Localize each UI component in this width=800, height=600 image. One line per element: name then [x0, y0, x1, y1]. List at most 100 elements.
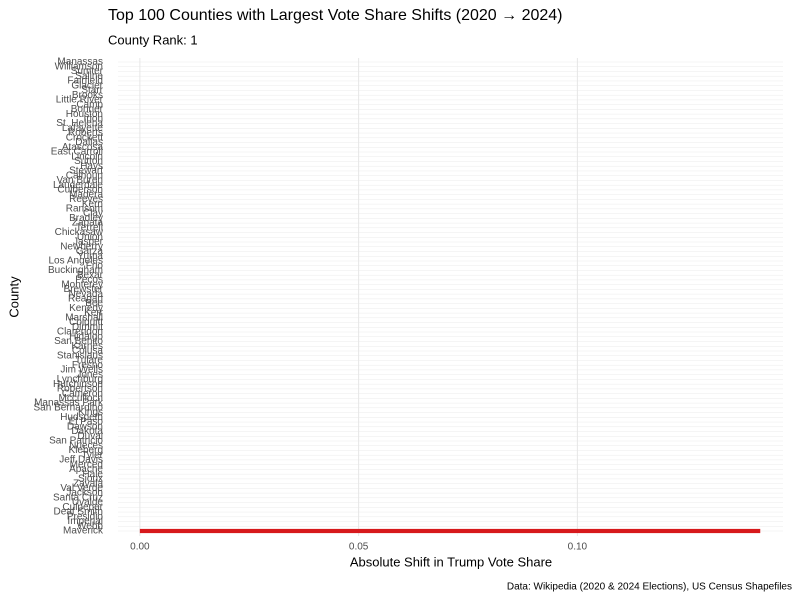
- y-tick-label: Dawson: [67, 421, 103, 432]
- y-tick-label: St. Helena: [56, 118, 103, 129]
- y-tick-label: Colusa: [72, 346, 104, 357]
- y-tick-label: Dallas: [75, 137, 103, 148]
- y-tick-label: Cameron: [62, 388, 103, 399]
- y-tick-label: Manassas Park: [34, 398, 104, 409]
- y-tick-label: Atascosa: [62, 142, 104, 153]
- y-tick-label: Williamson: [55, 61, 103, 72]
- y-tick-label: Kings: [78, 407, 103, 418]
- y-tick-label: Hale: [82, 469, 103, 480]
- y-tick-label: Kleberg: [69, 445, 103, 456]
- y-tick-label: Pecos: [75, 275, 103, 286]
- y-tick-label: Clay: [83, 208, 103, 219]
- y-tick-label: Bexar: [77, 270, 104, 281]
- y-tick-label: Jackson: [66, 488, 103, 499]
- y-tick-label: San Benito: [54, 336, 103, 347]
- y-tick-label: Saline: [75, 71, 103, 82]
- y-tick-label: Uvalde: [72, 497, 104, 508]
- y-tick-label: Lafayette: [62, 123, 104, 134]
- y-tick-label: Dakota: [71, 426, 103, 437]
- y-tick-label: Brewster: [64, 284, 104, 295]
- y-tick-label: Camp: [76, 99, 103, 110]
- y-tick-label: Calhoun: [66, 170, 103, 181]
- y-tick-label: Los Angeles: [49, 256, 104, 267]
- y-tick-label: Garza: [76, 246, 104, 257]
- y-tick-label: Little River: [56, 95, 104, 106]
- y-tick-label: Starr: [81, 85, 103, 96]
- caption: Data: Wikipedia (2020 & 2024 Elections),…: [507, 582, 792, 593]
- y-tick-label: Imperial: [67, 516, 103, 527]
- y-tick-label: Hutchinson: [53, 379, 103, 390]
- y-tick-label: Frio: [86, 260, 104, 271]
- y-tick-label: Zapata: [72, 218, 104, 229]
- y-tick-label: Deaf Smith: [54, 507, 103, 518]
- y-tick-label: Reeves: [69, 194, 103, 205]
- y-tick-label: Stanislaus: [57, 350, 103, 361]
- y-tick-label: Kenedy: [69, 303, 103, 314]
- y-tick-label: Sioux: [78, 474, 103, 485]
- y-tick-label: Brooks: [72, 90, 103, 101]
- y-tick-label: Nueces: [69, 440, 103, 451]
- y-tick-label: Dimmit: [72, 322, 103, 333]
- y-tick-label: Tyler: [81, 450, 103, 461]
- y-tick-label: Robertson: [57, 384, 103, 395]
- bar: [139, 528, 761, 534]
- y-tick-label: East Carroll: [51, 147, 103, 158]
- y-tick-label: Crockett: [66, 132, 103, 143]
- y-tick-label: Chickasaw: [55, 227, 104, 238]
- y-tick-label: Nevada: [69, 289, 104, 300]
- y-tick-label: Jim Wells: [60, 365, 103, 376]
- y-tick-label: Lynchburg: [57, 374, 103, 385]
- y-tick-label: Duval: [77, 431, 103, 442]
- y-tick-label: Yuma: [77, 251, 103, 262]
- y-tick-label: Bee: [85, 298, 103, 309]
- y-tick-label: Tulare: [75, 355, 103, 366]
- y-tick-label: Kerr: [84, 308, 104, 319]
- y-tick-label: Santa Cruz: [53, 492, 103, 503]
- y-tick-label: Jeff Davis: [59, 455, 103, 466]
- y-tick-label: Zavala: [73, 478, 103, 489]
- y-tick-label: Union: [77, 232, 103, 243]
- y-tick-label: Clarendon: [57, 327, 103, 338]
- x-tick-label: 0.10: [568, 542, 588, 553]
- y-tick-label: Hidalgo: [69, 331, 103, 342]
- y-tick-label: Ransom: [66, 203, 103, 214]
- y-tick-label: Roberts: [68, 128, 103, 139]
- y-tick-label: Jones: [76, 369, 103, 380]
- y-tick-label: Madera: [69, 189, 103, 200]
- x-axis-label: Absolute Shift in Trump Vote Share: [350, 554, 552, 569]
- y-tick-label: Houston: [66, 109, 103, 120]
- y-tick-label: Lincoln: [71, 151, 103, 162]
- y-tick-label: Hudspeth: [60, 412, 103, 423]
- y-tick-label: Bonner: [71, 104, 104, 115]
- y-tick-label: Stewart: [69, 166, 103, 177]
- y-tick-label: Kern: [82, 199, 103, 210]
- y-tick-label: Karnes: [71, 341, 103, 352]
- y-tick-label: Merced: [70, 459, 103, 470]
- y-tick-label: Buckingham: [48, 265, 103, 276]
- y-tick-label: Colquitt: [69, 317, 103, 328]
- y-tick-label: Bradley: [69, 213, 103, 224]
- y-tick-label: Mcculloch: [59, 393, 103, 404]
- y-tick-label: Webb: [77, 521, 103, 532]
- y-tick-label: San Patricio: [49, 436, 103, 447]
- chart-title: Top 100 Counties with Largest Vote Share…: [108, 7, 563, 24]
- y-tick-label: Hays: [80, 161, 103, 172]
- y-axis-label: County: [6, 276, 21, 318]
- y-tick-label: Presidio: [67, 511, 104, 522]
- y-tick-label: San Bernardino: [34, 402, 104, 413]
- y-tick-label: Maverick: [63, 526, 104, 537]
- y-tick-label: Jasper: [73, 237, 104, 248]
- y-tick-label: Lauderdale: [53, 180, 103, 191]
- y-tick-label: Val Verde: [60, 483, 103, 494]
- y-tick-label: Sumter: [71, 66, 104, 77]
- y-tick-label: Fresno: [72, 360, 104, 371]
- y-tick-label: Fairfield: [67, 76, 103, 87]
- y-tick-label: Culpeper: [62, 502, 103, 513]
- y-tick-label: Sutton: [74, 156, 103, 167]
- y-tick-label: Irion: [84, 113, 103, 124]
- y-tick-label: Terrell: [76, 222, 103, 233]
- y-tick-label: Newberry: [60, 241, 103, 252]
- y-tick-label: Culberson: [57, 185, 103, 196]
- y-tick-label: El Paso: [69, 417, 104, 428]
